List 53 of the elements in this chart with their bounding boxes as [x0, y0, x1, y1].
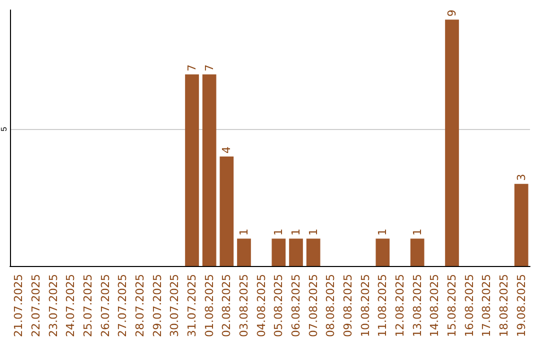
x-tick-label: 04.08.2025: [254, 274, 268, 338]
data-label: 1: [306, 228, 320, 236]
x-tick-label: 30.07.2025: [168, 274, 182, 338]
data-label: 1: [376, 228, 390, 236]
data-label: 1: [290, 228, 302, 236]
x-tick-label: 10.08.2025: [358, 274, 372, 338]
data-label: 1: [272, 228, 286, 236]
x-tick-label: 18.08.2025: [498, 274, 510, 338]
x-tick-label: 19.08.2025: [514, 274, 528, 338]
x-tick-label: 07.08.2025: [306, 274, 320, 338]
x-tick-label: 24.07.2025: [64, 274, 78, 338]
x-tick-label: 14.08.2025: [428, 274, 442, 338]
x-tick-label: 17.08.2025: [480, 274, 494, 338]
data-label: 7: [186, 64, 198, 72]
y-tick-label: 5: [0, 126, 8, 132]
x-tick-label: 15.08.2025: [446, 274, 458, 338]
data-label: 1: [410, 228, 424, 236]
bar: [376, 238, 390, 266]
x-tick-label: 26.07.2025: [98, 274, 112, 338]
x-tick-label: 22.07.2025: [30, 274, 42, 338]
x-tick-label: 21.07.2025: [12, 274, 26, 338]
bar: [185, 74, 199, 266]
x-tick-label: 01.08.2025: [202, 274, 216, 338]
x-tick-label: 06.08.2025: [290, 274, 302, 338]
bar: [272, 238, 286, 266]
x-tick-label: 23.07.2025: [46, 274, 60, 338]
x-tick-label: 11.08.2025: [376, 274, 390, 338]
bar: [445, 20, 459, 266]
bar: [220, 156, 234, 266]
bar: [306, 238, 320, 266]
data-label: 7: [202, 64, 216, 72]
data-label: 4: [220, 146, 234, 154]
x-tick-label: 29.07.2025: [150, 274, 164, 338]
x-tick-label: 03.08.2025: [238, 274, 250, 338]
bar: [202, 74, 216, 266]
x-tick-label: 16.08.2025: [462, 274, 476, 338]
x-tick-label: 12.08.2025: [394, 274, 406, 338]
x-tick-label: 13.08.2025: [410, 274, 424, 338]
x-tick-label: 09.08.2025: [342, 274, 354, 338]
bar: [289, 238, 303, 266]
data-label: 1: [238, 228, 250, 236]
x-tick-label: 08.08.2025: [324, 274, 338, 338]
bar: [514, 184, 528, 266]
bar: [410, 238, 424, 266]
x-tick-label: 02.08.2025: [220, 274, 234, 338]
x-tick-label: 28.07.2025: [134, 274, 146, 338]
data-label: 3: [514, 174, 528, 181]
data-label: 9: [446, 10, 458, 17]
x-tick-label: 05.08.2025: [272, 274, 286, 338]
x-tick-label: 31.07.2025: [186, 274, 198, 338]
x-tick-label: 25.07.2025: [82, 274, 94, 338]
bar: [237, 238, 251, 266]
x-tick-label: 27.07.2025: [116, 274, 130, 338]
